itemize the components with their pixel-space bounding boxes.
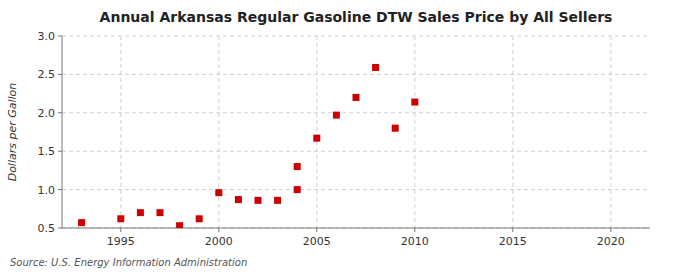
y-tick bbox=[58, 189, 62, 190]
y-axis-label: Dollars per Gallon bbox=[6, 83, 19, 182]
x-tick-label: 2015 bbox=[499, 235, 527, 248]
x-tick bbox=[218, 228, 219, 232]
x-tick bbox=[316, 228, 317, 232]
y-grid-line bbox=[62, 36, 650, 37]
point bbox=[157, 209, 164, 216]
point bbox=[255, 197, 262, 204]
x-grid-line bbox=[610, 36, 611, 228]
x-grid-line bbox=[414, 36, 415, 228]
x-axis-line bbox=[62, 228, 650, 229]
y-grid-line bbox=[62, 112, 650, 113]
x-tick-label: 2010 bbox=[401, 235, 429, 248]
point bbox=[353, 94, 360, 101]
y-tick bbox=[58, 151, 62, 152]
grid bbox=[62, 36, 650, 228]
y-axis-line bbox=[62, 36, 63, 228]
y-grid-line bbox=[62, 151, 650, 152]
y-tick-label: 2.0 bbox=[38, 107, 56, 120]
x-tick-label: 2020 bbox=[597, 235, 625, 248]
axes: 0.5 1.0 1.5 2.0 2.5 3.0 1995 2000 2005 2010 2015 20… bbox=[38, 30, 651, 248]
y-tick-label: 3.0 bbox=[38, 30, 56, 43]
x-tick-label: 2005 bbox=[303, 235, 331, 248]
y-tick bbox=[58, 228, 62, 229]
y-grid-line bbox=[62, 74, 650, 75]
y-tick bbox=[58, 74, 62, 75]
point bbox=[117, 215, 124, 222]
point bbox=[294, 163, 301, 170]
x-tick bbox=[512, 228, 513, 232]
chart-container: 0.5 1.0 1.5 2.0 2.5 3.0 1995 2000 2005 2010 2015 20… bbox=[0, 0, 675, 275]
point bbox=[333, 112, 340, 119]
x-grid-line bbox=[316, 36, 317, 228]
point bbox=[372, 64, 379, 71]
point bbox=[274, 197, 281, 204]
y-grid-line bbox=[62, 189, 650, 190]
point bbox=[176, 222, 183, 228]
points bbox=[78, 64, 418, 228]
x-tick bbox=[610, 228, 611, 232]
point bbox=[196, 215, 203, 222]
point bbox=[392, 125, 399, 132]
x-grid-line bbox=[512, 36, 513, 228]
x-grid-line bbox=[120, 36, 121, 228]
point bbox=[235, 196, 242, 203]
point bbox=[78, 219, 85, 226]
source-note: Source: U.S. Energy Information Administ… bbox=[10, 257, 247, 268]
y-grid-line bbox=[62, 228, 650, 229]
y-tick-label: 2.5 bbox=[38, 68, 56, 81]
y-tick-label: 1.0 bbox=[38, 184, 56, 197]
point bbox=[137, 209, 144, 216]
point bbox=[411, 99, 418, 106]
x-tick-label: 1995 bbox=[107, 235, 135, 248]
x-tick bbox=[414, 228, 415, 232]
x-grid-line bbox=[218, 36, 219, 228]
point bbox=[313, 135, 320, 142]
chart: 0.5 1.0 1.5 2.0 2.5 3.0 1995 2000 2005 2010 2015 20… bbox=[0, 0, 675, 275]
point bbox=[294, 186, 301, 193]
y-tick bbox=[58, 112, 62, 113]
y-tick-label: 1.5 bbox=[38, 145, 56, 158]
title: Annual Arkansas Regular Gasoline DTW Sal… bbox=[100, 9, 613, 25]
x-tick bbox=[120, 228, 121, 232]
y-tick-label: 0.5 bbox=[38, 222, 56, 235]
y-tick bbox=[58, 36, 62, 37]
point bbox=[215, 189, 222, 196]
x-tick-label: 2000 bbox=[205, 235, 233, 248]
